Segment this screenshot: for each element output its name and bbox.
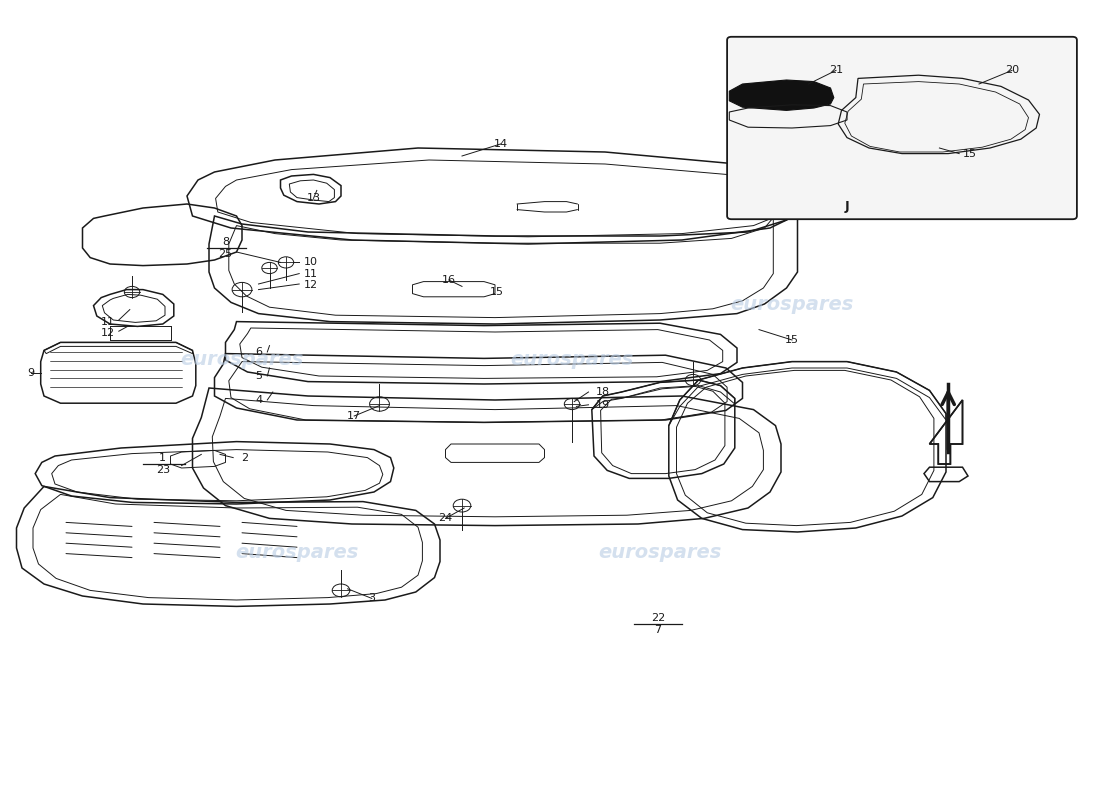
Text: 12: 12 bbox=[305, 280, 318, 290]
Text: 12: 12 bbox=[101, 328, 114, 338]
Text: 11: 11 bbox=[305, 269, 318, 278]
Text: 20: 20 bbox=[1005, 66, 1019, 75]
Text: 24: 24 bbox=[439, 514, 452, 523]
Text: 3: 3 bbox=[368, 594, 375, 603]
Text: eurospares: eurospares bbox=[235, 542, 359, 562]
Text: 13: 13 bbox=[307, 194, 320, 203]
Text: 5: 5 bbox=[255, 371, 262, 381]
Text: 15: 15 bbox=[785, 335, 799, 345]
Text: 10: 10 bbox=[305, 258, 318, 267]
Text: 16: 16 bbox=[442, 275, 455, 285]
Text: 18: 18 bbox=[596, 387, 609, 397]
Text: eurospares: eurospares bbox=[598, 542, 722, 562]
Text: 17: 17 bbox=[348, 411, 361, 421]
Text: J: J bbox=[845, 200, 849, 213]
Text: 15: 15 bbox=[491, 287, 504, 297]
Text: 11: 11 bbox=[101, 317, 114, 326]
Text: 2: 2 bbox=[241, 453, 248, 462]
Text: 23: 23 bbox=[156, 466, 169, 475]
Text: 7: 7 bbox=[654, 626, 661, 635]
Text: eurospares: eurospares bbox=[510, 350, 634, 370]
Text: 14: 14 bbox=[494, 139, 507, 149]
Text: 1: 1 bbox=[160, 453, 166, 462]
Text: 15: 15 bbox=[964, 149, 977, 158]
Text: 22: 22 bbox=[651, 613, 664, 622]
Text: 4: 4 bbox=[255, 395, 262, 405]
Text: eurospares: eurospares bbox=[180, 350, 304, 370]
Text: 8: 8 bbox=[222, 237, 229, 246]
Text: 9: 9 bbox=[28, 368, 34, 378]
Text: 25: 25 bbox=[219, 250, 232, 259]
Text: 6: 6 bbox=[255, 347, 262, 357]
Polygon shape bbox=[729, 80, 834, 110]
Text: 21: 21 bbox=[829, 66, 843, 75]
Text: 19: 19 bbox=[596, 400, 609, 410]
FancyBboxPatch shape bbox=[727, 37, 1077, 219]
Text: eurospares: eurospares bbox=[730, 294, 854, 314]
